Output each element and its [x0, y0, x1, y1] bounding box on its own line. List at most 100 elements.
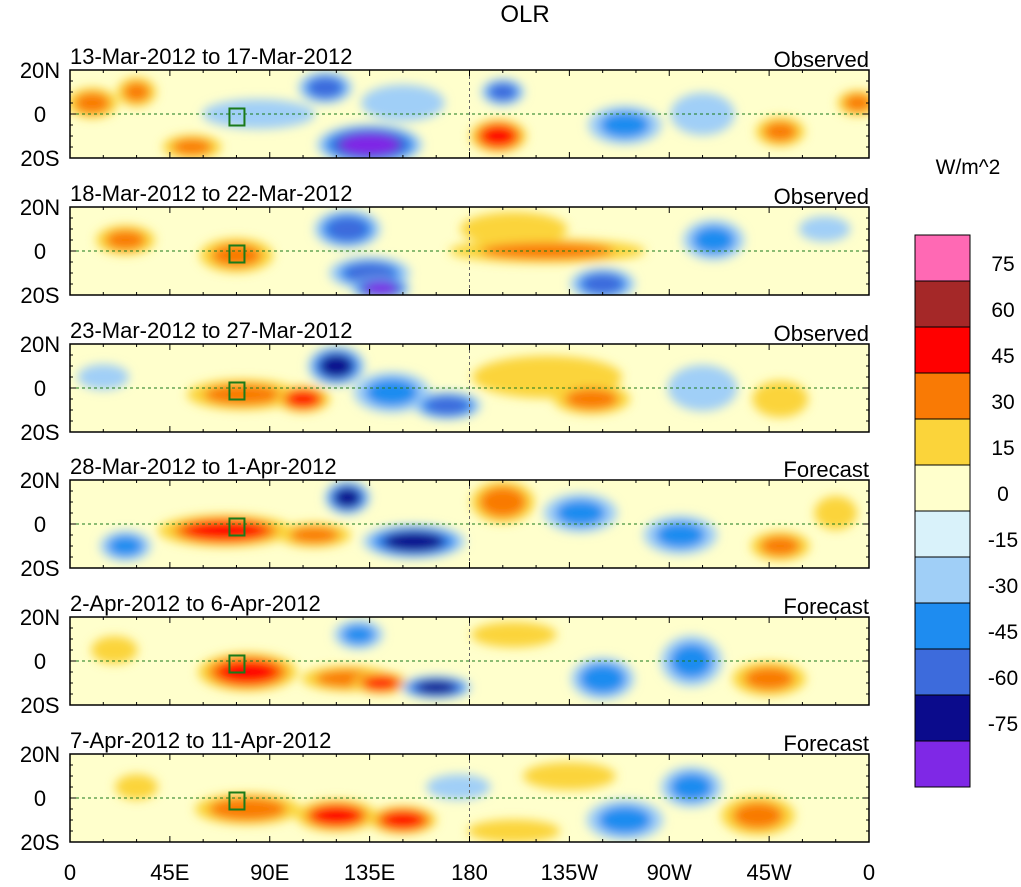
panel-4: 20N 0 20S 28-Mar-2012 to 1-Apr-2012 Forecast: [20, 454, 870, 581]
reference-box: [228, 381, 246, 401]
colorbar-label: -75: [988, 713, 1018, 736]
olr-anomaly-region: [763, 121, 797, 142]
olr-anomaly-region: [107, 535, 144, 557]
olr-anomaly-region: [426, 774, 491, 800]
olr-anomaly-region: [760, 536, 801, 556]
x-tick-label: 135W: [541, 860, 599, 885]
colorbar-swatch: [914, 556, 971, 604]
olr-anomaly-region: [211, 243, 262, 267]
olr-anomaly-region: [460, 212, 568, 246]
y-tick-label: 20N: [20, 332, 60, 357]
olr-anomaly-region: [381, 811, 424, 829]
y-tick-label: 20S: [20, 830, 59, 855]
colorbar-swatch: [914, 648, 971, 696]
olr-anomaly-region: [471, 621, 557, 648]
colorbar-swatch: [914, 740, 971, 788]
y-tick-label: 0: [34, 649, 46, 674]
olr-anomaly-region: [489, 83, 517, 101]
panel-6: 20N 0 20S 7-Apr-2012 to 11-Apr-2012 Forecast: [20, 728, 870, 855]
olr-anomaly-region: [692, 225, 736, 255]
reference-box: [228, 654, 246, 674]
panel-kind: Forecast: [783, 457, 869, 482]
x-tick-label: 0: [64, 860, 76, 885]
olr-anomaly-region: [361, 84, 445, 122]
olr-anomaly-region: [217, 660, 278, 684]
olr-anomaly-region: [123, 82, 150, 102]
y-tick-label: 20N: [20, 742, 60, 767]
colorbar-swatch: [914, 372, 971, 420]
colorbar-label: -15: [988, 529, 1018, 552]
y-tick-label: 0: [34, 376, 46, 401]
reference-box: [228, 244, 246, 264]
y-tick-label: 20N: [20, 195, 60, 220]
x-tick-label: 90E: [250, 860, 289, 885]
y-tick-label: 20N: [20, 468, 60, 493]
olr-anomaly-region: [77, 364, 129, 390]
y-tick-label: 20N: [20, 58, 60, 83]
reference-box: [228, 517, 246, 537]
olr-anomaly-region: [183, 520, 267, 541]
olr-anomaly-region: [416, 680, 457, 695]
panel-period: 18-Mar-2012 to 22-Mar-2012: [70, 181, 352, 206]
chart-title: OLR: [500, 1, 549, 28]
x-tick-label: 135E: [344, 860, 395, 885]
x-tick-label: 45W: [747, 860, 792, 885]
colorbar: 75 60 45 30 15 0 -15 -30 -45 -60 -75: [914, 234, 1018, 788]
olr-anomaly-region: [843, 94, 869, 112]
colorbar-swatch: [914, 234, 971, 282]
olr-anomaly-region: [670, 772, 713, 802]
panel-1: 20N 0 20S 13-Mar-2012 to 17-Mar-2012 Observe…: [20, 44, 870, 171]
olr-anomaly-region: [655, 521, 706, 549]
colorbar-swatch: [914, 510, 971, 558]
olr-anomaly-region: [522, 762, 616, 790]
colorbar-label: -30: [988, 575, 1018, 598]
olr-anomaly-region: [203, 384, 283, 406]
olr-anomaly-region: [311, 805, 362, 826]
y-tick-label: 20S: [20, 556, 59, 581]
colorbar-units: W/m^2: [936, 156, 1001, 179]
olr-anomaly-region: [733, 802, 783, 829]
panel-period: 28-Mar-2012 to 1-Apr-2012: [70, 454, 337, 479]
colorbar-label: 75: [991, 253, 1014, 276]
x-tick-label: 45E: [150, 860, 189, 885]
olr-anomaly-region: [752, 380, 809, 418]
y-tick-label: 0: [34, 512, 46, 537]
panels-group: 20N 0 20S 13-Mar-2012 to 17-Mar-2012 Observe…: [20, 44, 870, 855]
colorbar-label: 45: [991, 345, 1014, 368]
colorbar-label: -45: [988, 621, 1018, 644]
olr-anomaly-region: [426, 396, 469, 415]
x-tick-label: 0: [863, 860, 875, 885]
olr-anomaly-region: [327, 217, 368, 241]
olr-anomaly-region: [582, 274, 623, 294]
reference-box: [228, 107, 246, 127]
olr-anomaly-region: [579, 663, 626, 694]
olr-anomaly-region: [339, 133, 400, 157]
olr-anomaly-region: [365, 378, 419, 407]
olr-anomaly-region: [319, 354, 353, 378]
panel-kind: Forecast: [783, 731, 869, 756]
olr-anomaly-region: [744, 667, 795, 691]
x-tick-label: 90W: [647, 860, 692, 885]
x-tick-label: 180: [451, 860, 488, 885]
olr-anomaly-region: [172, 138, 213, 156]
y-tick-label: 20S: [20, 420, 59, 445]
reference-box: [228, 791, 246, 811]
colorbar-swatch: [914, 694, 971, 742]
olr-anomaly-region: [364, 676, 398, 690]
panel-kind: Forecast: [783, 594, 869, 619]
colorbar-label: -60: [988, 667, 1018, 690]
olr-anomaly-region: [814, 496, 858, 530]
olr-anomaly-region: [467, 819, 561, 842]
olr-anomaly-region: [798, 216, 851, 242]
olr-anomaly-region: [105, 230, 146, 250]
olr-anomaly-region: [334, 487, 361, 508]
olr-anomaly-region: [289, 526, 340, 544]
olr-anomaly-region: [480, 242, 614, 260]
olr-anomaly-region: [91, 636, 138, 664]
panel-3: 20N 0 20S 23-Mar-2012 to 27-Mar-2012 Observe…: [20, 318, 870, 445]
y-tick-label: 0: [34, 102, 46, 127]
colorbar-swatch: [914, 464, 971, 512]
colorbar-label: 0: [997, 483, 1009, 506]
colorbar-label: 30: [991, 391, 1014, 414]
